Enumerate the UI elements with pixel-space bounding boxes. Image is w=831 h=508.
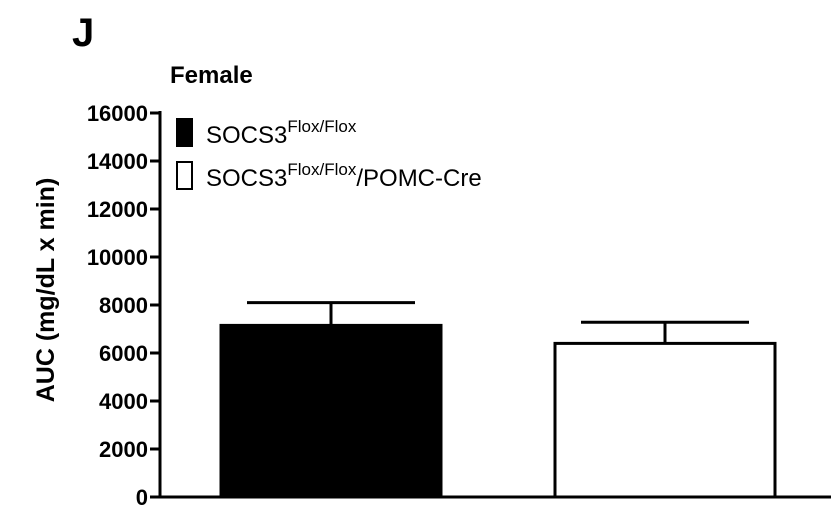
legend-swatch-2 — [176, 161, 193, 190]
y-tick-label-2000: 2000 — [99, 437, 148, 462]
y-tick-label-14000: 14000 — [87, 149, 148, 174]
y-tick-label-0: 0 — [136, 485, 148, 508]
y-tick-label-6000: 6000 — [99, 341, 148, 366]
legend-label-2: SOCS3Flox/Flox/POMC-Cre — [206, 160, 482, 192]
legend-label-1: SOCS3Flox/Flox — [206, 117, 357, 149]
bar-2 — [553, 341, 777, 499]
y-axis-label: AUC (mg/dL x min) — [32, 178, 60, 403]
bars-group — [219, 301, 777, 499]
y-tick-label-12000: 12000 — [87, 197, 148, 222]
chart-title: Female — [170, 62, 253, 89]
bar-1 — [219, 323, 443, 499]
y-tick-label-10000: 10000 — [87, 245, 148, 270]
axes-group: 0 2000 4000 6000 8000 10000 12000 14000 16000 — [87, 101, 831, 508]
legend-swatch-1 — [176, 118, 193, 147]
y-tick-label-4000: 4000 — [99, 389, 148, 414]
y-tick-label-16000: 16000 — [87, 101, 148, 126]
y-tick-label-8000: 8000 — [99, 293, 148, 318]
panel-label: J — [72, 11, 94, 55]
legend: SOCS3Flox/Flox SOCS3Flox/Flox/POMC-Cre — [176, 117, 482, 192]
